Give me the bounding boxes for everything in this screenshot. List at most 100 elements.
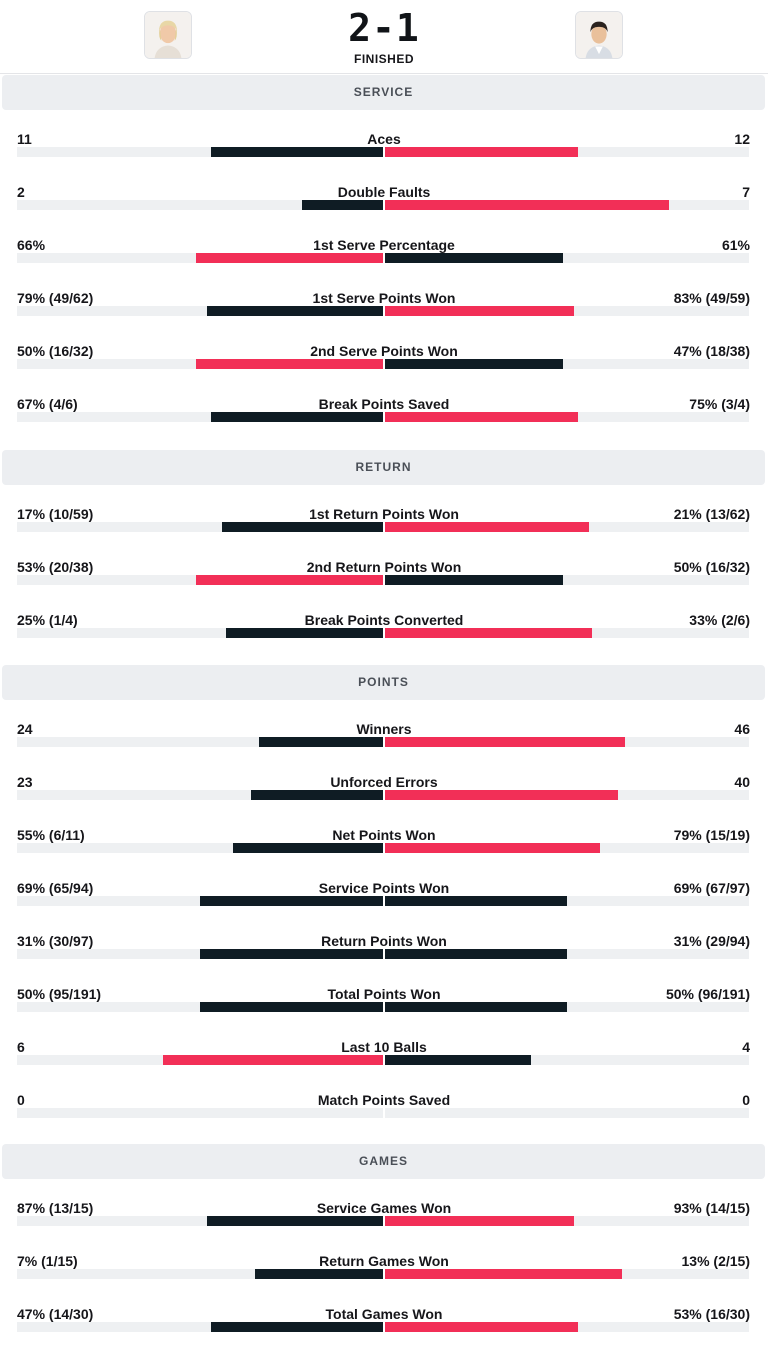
player2-bar-track [385, 1269, 749, 1279]
stat-row: 67% (4/6) Break Points Saved 75% (3/4) [0, 396, 768, 449]
player2-value: 47% (18/38) [673, 343, 750, 359]
player1-bar-track [17, 306, 383, 316]
player1-bar-track [17, 628, 383, 638]
player2-value: 0 [742, 1092, 750, 1108]
player2-bar-track [385, 1216, 749, 1226]
section-points: POINTS 24 Winners 46 23 Unforced Errors 40 55% … [0, 665, 768, 1145]
player1-avatar[interactable] [144, 11, 192, 59]
player2-bar-track [385, 306, 749, 316]
player1-bar-track [17, 1108, 383, 1118]
player1-value: 23 [17, 774, 33, 790]
stat-label: Net Points Won [332, 827, 436, 843]
player2-bar [385, 306, 574, 316]
stat-label: Aces [367, 131, 401, 147]
player1-value: 53% (20/38) [17, 559, 94, 575]
player2-bar-track [385, 1108, 749, 1118]
player1-bar [207, 306, 383, 316]
player1-bar [200, 1002, 383, 1012]
player1-bar-track [17, 790, 383, 800]
match-status: FINISHED [353, 52, 414, 66]
stat-label: 1st Return Points Won [309, 506, 459, 522]
player2-value: 33% (2/6) [689, 612, 750, 628]
stat-label: 1st Serve Points Won [312, 290, 456, 306]
player1-value: 50% (95/191) [17, 986, 102, 1002]
player1-bar-track [17, 1002, 383, 1012]
player2-bar-track [385, 1055, 749, 1065]
player1-bar [211, 1322, 383, 1332]
player1-bar-track [17, 412, 383, 422]
player1-bar [255, 1269, 383, 1279]
player1-value: 79% (49/62) [17, 290, 94, 306]
player2-bar [385, 1216, 574, 1226]
player1-value: 47% (14/30) [17, 1306, 94, 1322]
player1-bar [196, 575, 383, 585]
player1-value: 0 [17, 1092, 25, 1108]
player2-bar [385, 843, 600, 853]
player1-bar [233, 843, 383, 853]
player2-bar [385, 522, 589, 532]
stat-label: Match Points Saved [317, 1092, 451, 1108]
player2-bar [385, 1322, 578, 1332]
player2-value: 12 [734, 131, 750, 147]
section-games: GAMES 87% (13/15) Service Games Won 93% (14… [0, 1144, 768, 1352]
stat-label: Service Points Won [318, 880, 450, 896]
stat-label: Return Games Won [319, 1253, 449, 1269]
player2-bar-track [385, 949, 749, 959]
player1-bar-track [17, 737, 383, 747]
player1-bar [222, 522, 383, 532]
player1-bar [211, 147, 383, 157]
player2-value: 83% (49/59) [673, 290, 750, 306]
stat-row: 24 Winners 46 [0, 721, 768, 774]
stat-row: 50% (95/191) Total Points Won 50% (96/191) [0, 986, 768, 1039]
player1-bar-track [17, 1216, 383, 1226]
player2-avatar[interactable] [575, 11, 623, 59]
stat-label: Total Games Won [325, 1306, 443, 1322]
player2-value: 4 [742, 1039, 750, 1055]
stat-row: 69% (65/94) Service Points Won 69% (67/97) [0, 880, 768, 933]
player1-value: 6 [17, 1039, 25, 1055]
player2-value: 61% [721, 237, 750, 253]
player-photo-icon [576, 12, 622, 58]
match-header: 2-1 FINISHED [0, 0, 768, 74]
player2-bar-track [385, 522, 749, 532]
player2-value: 79% (15/19) [673, 827, 750, 843]
stat-label: 2nd Serve Points Won [310, 343, 458, 359]
player1-bar [200, 949, 383, 959]
player1-bar-track [17, 843, 383, 853]
stat-label: Service Games Won [316, 1200, 452, 1216]
player1-bar [259, 737, 383, 747]
player1-value: 31% (30/97) [17, 933, 94, 949]
stat-label: Break Points Converted [304, 612, 464, 628]
player1-bar [200, 896, 383, 906]
player1-bar [226, 628, 383, 638]
player1-bar [211, 412, 383, 422]
stat-label: Winners [356, 721, 412, 737]
player1-bar-track [17, 1322, 383, 1332]
player1-value: 50% (16/32) [17, 343, 94, 359]
player2-bar [385, 949, 567, 959]
stat-row: 53% (20/38) 2nd Return Points Won 50% (16/… [0, 559, 768, 612]
stat-row: 50% (16/32) 2nd Serve Points Won 47% (18/3… [0, 343, 768, 396]
stat-row: 47% (14/30) Total Games Won 53% (16/30) [0, 1306, 768, 1352]
player1-bar [207, 1216, 383, 1226]
stat-row: 31% (30/97) Return Points Won 31% (29/94) [0, 933, 768, 986]
player1-value: 66% [17, 237, 46, 253]
player1-value: 87% (13/15) [17, 1200, 94, 1216]
section-title: RETURN [2, 450, 765, 485]
player2-value: 93% (14/15) [673, 1200, 750, 1216]
player2-value: 13% (2/15) [681, 1253, 750, 1269]
player2-value: 50% (96/191) [665, 986, 750, 1002]
player1-value: 25% (1/4) [17, 612, 78, 628]
player2-bar [385, 896, 567, 906]
player2-bar-track [385, 575, 749, 585]
stat-label: Break Points Saved [318, 396, 450, 412]
player2-bar-track [385, 896, 749, 906]
stat-row: 6 Last 10 Balls 4 [0, 1039, 768, 1092]
player1-bar-track [17, 1055, 383, 1065]
section-service: SERVICE 11 Aces 12 2 Double Faults 7 66% 1st Ser… [0, 75, 768, 449]
player2-value: 53% (16/30) [673, 1306, 750, 1322]
stat-label: Last 10 Balls [341, 1039, 427, 1055]
player1-value: 7% (1/15) [17, 1253, 78, 1269]
stat-row: 87% (13/15) Service Games Won 93% (14/15) [0, 1200, 768, 1253]
player1-bar-track [17, 896, 383, 906]
